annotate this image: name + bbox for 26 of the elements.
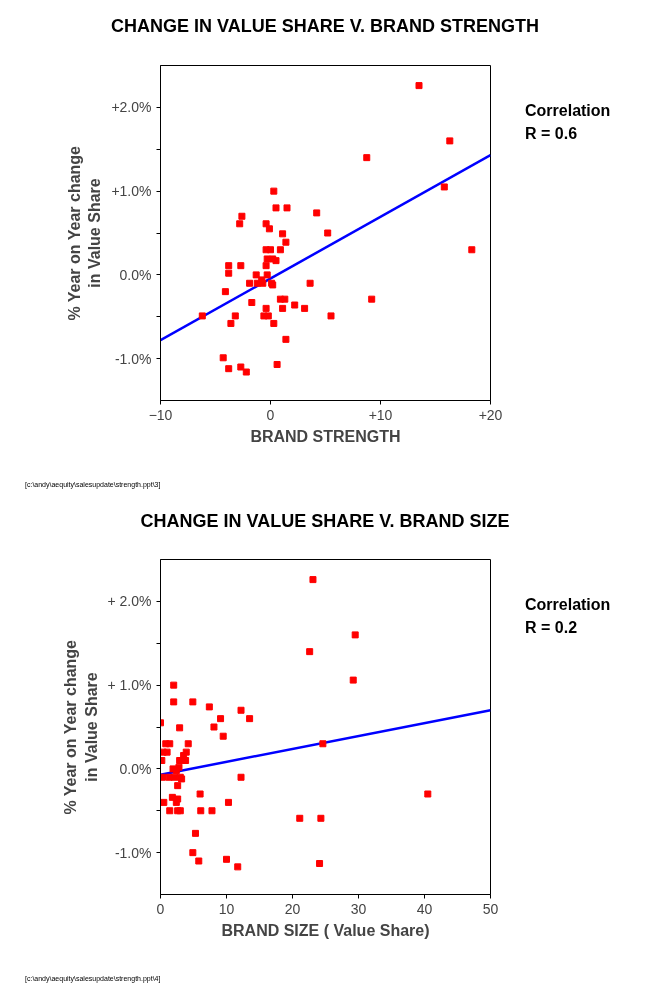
y-tick-label: + 2.0% (107, 593, 152, 610)
x-tick-label: 0 (156, 900, 165, 917)
x-axis-title: BRAND SIZE ( Value Share) (221, 921, 430, 939)
x-axis-title: BRAND STRENGTH (250, 427, 401, 445)
x-tick-label: 40 (416, 900, 433, 917)
x-tick-label: 30 (350, 900, 367, 917)
x-tick-label: 10 (218, 900, 235, 917)
text: Correlation R = 0.2 (525, 595, 611, 639)
chart-title: CHANGE IN VALUE SHARE V. BRAND SIZE (140, 509, 510, 533)
y-tick-label: +1.0% (111, 182, 152, 199)
y-tick-label: -1.0% (114, 350, 152, 367)
x-tick-label: 50 (482, 900, 499, 917)
y-axis-title: % Year on Year change in Value Share (66, 145, 104, 321)
x-tick-label: 0 (266, 406, 275, 423)
y-axis-title: % Year on Year change in Value Share (62, 640, 100, 815)
x-tick-label: −10 (148, 406, 173, 423)
y-tick-label: -1.0% (114, 845, 152, 862)
text: Correlation R = 0.6 (525, 100, 611, 144)
x-tick-label: +20 (478, 406, 503, 423)
y-tick-label: + 1.0% (107, 677, 152, 694)
x-tick-label: +10 (368, 406, 393, 423)
chart-title: CHANGE IN VALUE SHARE V. BRAND STRENGTH (110, 15, 540, 38)
y-tick-label: 0.0% (119, 761, 152, 778)
y-tick-label: 0.0% (119, 266, 152, 283)
x-tick-label: 20 (284, 900, 301, 917)
y-tick-label: +2.0% (111, 99, 152, 116)
